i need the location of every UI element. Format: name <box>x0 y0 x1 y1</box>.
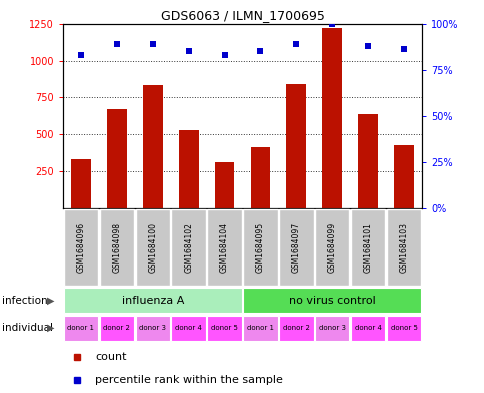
Text: donor 4: donor 4 <box>354 325 381 331</box>
Text: ▶: ▶ <box>47 296 55 306</box>
Bar <box>207 316 242 341</box>
Bar <box>135 316 170 341</box>
Bar <box>322 28 341 208</box>
Bar <box>350 209 385 286</box>
Bar <box>63 288 242 313</box>
Bar <box>242 288 421 313</box>
Text: donor 3: donor 3 <box>318 325 345 331</box>
Text: no virus control: no virus control <box>288 296 375 306</box>
Title: GDS6063 / ILMN_1700695: GDS6063 / ILMN_1700695 <box>160 9 324 22</box>
Text: donor 5: donor 5 <box>390 325 417 331</box>
Point <box>328 20 335 27</box>
Text: donor 5: donor 5 <box>211 325 238 331</box>
Point <box>149 41 156 47</box>
Bar <box>278 316 313 341</box>
Bar <box>63 316 98 341</box>
Bar <box>99 316 134 341</box>
Point <box>184 48 192 55</box>
Text: GSM1684096: GSM1684096 <box>76 222 85 273</box>
Text: donor 2: donor 2 <box>103 325 130 331</box>
Bar <box>250 147 270 208</box>
Text: individual: individual <box>2 323 53 333</box>
Text: percentile rank within the sample: percentile rank within the sample <box>95 375 283 385</box>
Text: GSM1684103: GSM1684103 <box>399 222 408 273</box>
Point <box>77 52 85 58</box>
Bar <box>135 209 170 286</box>
Text: count: count <box>95 352 127 362</box>
Bar <box>278 209 313 286</box>
Point <box>256 48 264 55</box>
Bar <box>242 316 277 341</box>
Text: donor 1: donor 1 <box>246 325 273 331</box>
Bar <box>386 209 421 286</box>
Text: infection: infection <box>2 296 48 306</box>
Bar <box>386 316 421 341</box>
Bar <box>314 316 349 341</box>
Bar <box>393 145 413 208</box>
Point <box>399 46 407 53</box>
Bar <box>314 209 349 286</box>
Text: influenza A: influenza A <box>121 296 183 306</box>
Text: GSM1684104: GSM1684104 <box>220 222 228 273</box>
Text: GSM1684100: GSM1684100 <box>148 222 157 273</box>
Text: GSM1684101: GSM1684101 <box>363 222 372 273</box>
Text: GSM1684095: GSM1684095 <box>256 222 264 273</box>
Text: ▶: ▶ <box>47 323 55 333</box>
Bar <box>71 159 91 208</box>
Bar <box>63 209 98 286</box>
Bar <box>107 109 126 208</box>
Bar <box>171 316 206 341</box>
Bar <box>207 209 242 286</box>
Text: GSM1684097: GSM1684097 <box>291 222 300 273</box>
Text: donor 3: donor 3 <box>139 325 166 331</box>
Bar <box>242 209 277 286</box>
Bar <box>350 316 385 341</box>
Point <box>113 41 121 47</box>
Point <box>220 52 228 58</box>
Point <box>363 42 371 49</box>
Bar <box>286 84 305 208</box>
Point <box>292 41 300 47</box>
Text: donor 2: donor 2 <box>282 325 309 331</box>
Bar <box>99 209 134 286</box>
Text: GSM1684102: GSM1684102 <box>184 222 193 273</box>
Bar <box>358 114 377 208</box>
Text: donor 1: donor 1 <box>67 325 94 331</box>
Text: GSM1684098: GSM1684098 <box>112 222 121 273</box>
Text: donor 4: donor 4 <box>175 325 202 331</box>
Bar <box>171 209 206 286</box>
Bar <box>143 85 162 208</box>
Bar <box>179 130 198 208</box>
Bar <box>214 162 234 208</box>
Text: GSM1684099: GSM1684099 <box>327 222 336 273</box>
